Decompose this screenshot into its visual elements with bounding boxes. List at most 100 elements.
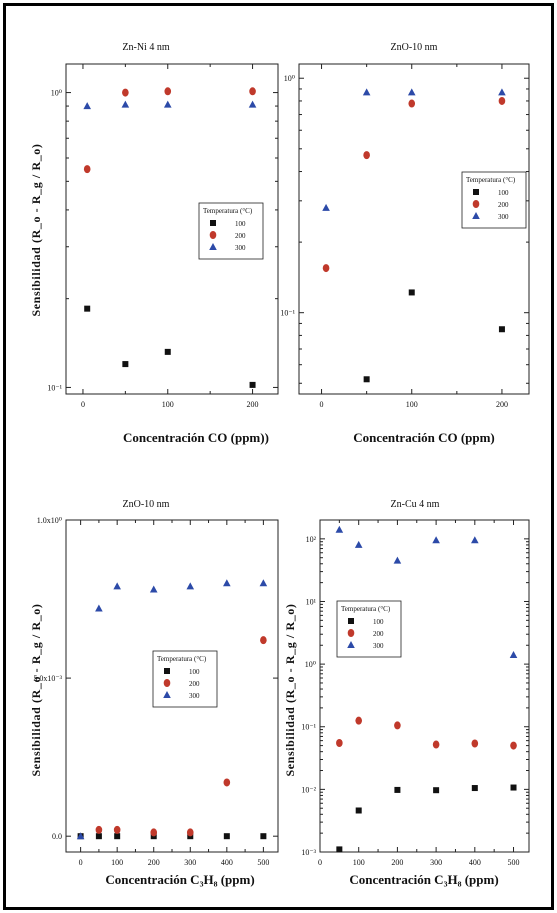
x-tick-label: 100 [111, 858, 123, 867]
y-axis-label: Sensibilidad (R_o - R_g / R_o) [29, 143, 43, 316]
chart-2: ZnO-10 nm 0 100 200 10⁻¹ 10⁰ Concentración CO … [280, 42, 530, 445]
x-axis-label: Concentración C₃H₈ (ppm) [105, 872, 254, 887]
data-point [471, 536, 479, 544]
x-tick-label: 400 [469, 858, 481, 867]
series-200 [336, 716, 517, 750]
data-point [432, 740, 440, 749]
legend-title: Temperatura (°C) [157, 655, 207, 663]
legend-marker [347, 629, 355, 637]
data-point [509, 650, 518, 658]
data-point [433, 787, 440, 794]
chart-title: ZnO-10 nm [123, 499, 170, 510]
legend-marker [472, 212, 480, 219]
x-axis-label: Concentración C₃H₈ (ppm) [349, 872, 498, 887]
y-tick-label: 10⁻³ [301, 848, 316, 857]
data-point [113, 582, 121, 590]
data-point [362, 88, 371, 96]
legend-marker [209, 231, 217, 239]
legend-label: 300 [373, 642, 384, 650]
legend-label: 100 [498, 189, 509, 197]
legend-marker [163, 679, 171, 687]
legend: Temperatura (°C) 100 200 300 [198, 202, 264, 260]
data-point [186, 828, 194, 837]
data-point [114, 833, 121, 840]
data-point [498, 96, 506, 105]
data-point [354, 540, 363, 548]
legend-label: 100 [189, 668, 200, 676]
data-point [248, 100, 257, 108]
legend: Temperatura (°C) 100 200 300 [336, 600, 402, 658]
y-axis-label: Sensibilidad (R_o - R_g / R_o) [29, 603, 43, 776]
x-tick-label: 200 [496, 400, 508, 409]
data-point [471, 739, 479, 748]
legend-title: Temperatura (°C) [341, 605, 391, 613]
x-tick-label: 200 [391, 858, 403, 867]
x-tick-label: 400 [221, 858, 233, 867]
x-tick-label: 0 [81, 400, 85, 409]
data-point [322, 264, 330, 273]
data-point [95, 604, 103, 612]
legend-marker [163, 691, 171, 698]
x-tick-label: 0 [318, 858, 322, 867]
legend-marker [164, 668, 170, 674]
data-point [163, 100, 172, 108]
plot-frame [319, 519, 530, 853]
legend-marker [209, 243, 217, 250]
x-tick-label: 300 [430, 858, 442, 867]
y-tick-label: 10⁻¹ [301, 723, 316, 732]
data-point [471, 785, 478, 792]
data-point [408, 289, 415, 296]
legend-marker [473, 189, 479, 195]
legend-label: 200 [498, 201, 509, 209]
data-point [407, 88, 416, 96]
x-tick-label: 100 [406, 400, 418, 409]
data-point [164, 348, 171, 355]
data-point [95, 833, 102, 840]
data-point [84, 305, 91, 312]
x-tick-label: 200 [247, 400, 259, 409]
data-point [122, 88, 129, 97]
y-axis-label: Sensibilidad (R_o - R_g / R_o) [283, 603, 297, 776]
data-point [95, 825, 103, 834]
data-point [408, 99, 416, 108]
chart-title: Zn-Cu 4 nm [391, 499, 440, 510]
series-200 [95, 636, 267, 837]
data-point [122, 361, 129, 368]
data-point [498, 326, 505, 333]
data-point [498, 88, 506, 96]
data-point [322, 203, 330, 211]
data-point [355, 716, 363, 725]
legend-label: 300 [498, 213, 509, 221]
data-point [223, 778, 231, 787]
legend-marker [348, 618, 354, 624]
legend-marker [472, 200, 480, 208]
chart-4: Zn-Cu 4 nm 0 100 200 300 400 500 10⁻³ 10⁻² 10⁻¹ 10… [283, 499, 530, 887]
y-tick-label: 10⁰ [284, 74, 295, 83]
data-point [83, 102, 91, 110]
x-tick-label: 100 [353, 858, 365, 867]
data-point [363, 151, 370, 160]
data-point [510, 741, 517, 750]
series-100 [363, 289, 505, 383]
data-point [260, 833, 267, 840]
legend-marker [347, 641, 355, 648]
data-point [394, 786, 401, 793]
y-tick-label: 0.0 [52, 832, 62, 841]
x-tick-label: 100 [162, 400, 174, 409]
y-tick-label: 10² [306, 535, 317, 544]
data-point [150, 828, 158, 837]
legend-label: 300 [189, 692, 200, 700]
legend-label: 200 [189, 680, 200, 688]
data-point [335, 525, 344, 533]
data-point [394, 721, 401, 730]
legend-label: 300 [235, 244, 246, 252]
data-point [432, 536, 440, 544]
x-tick-label: 500 [508, 858, 520, 867]
data-point [149, 585, 158, 593]
data-point [336, 739, 343, 748]
legend-marker [210, 220, 216, 226]
data-point [121, 100, 130, 108]
data-point [113, 825, 121, 834]
legend-label: 200 [373, 630, 384, 638]
chart-3: ZnO-10 nm 0 100 200 300 400 500 0.0 5.0x10⁻³ 1.0x… [29, 499, 279, 887]
